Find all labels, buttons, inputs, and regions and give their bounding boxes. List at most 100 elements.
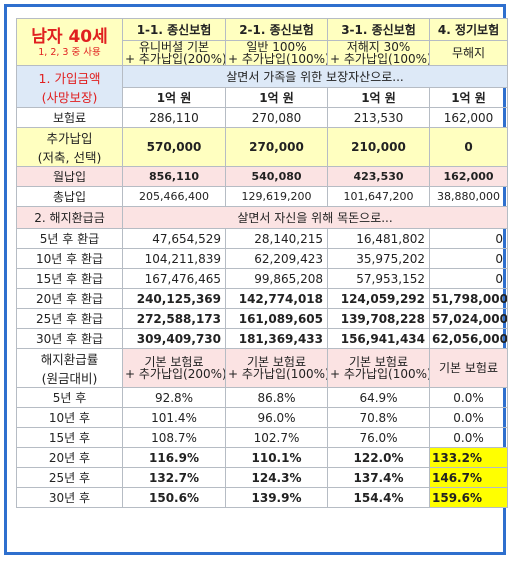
premium-label: 보험료 (16, 107, 123, 128)
refund-value: 0 (429, 228, 508, 249)
ratio-base-line: + 추가납입(200%) (125, 367, 226, 381)
ratio-row-label: 25년 후 (16, 467, 123, 488)
product-desc-line: 저해지 30% (346, 40, 411, 54)
refund-row-label: 30년 후 환급 (16, 328, 123, 349)
product-header-3: 3-1. 종신보험 (327, 18, 430, 41)
ratio-value: 110.1% (225, 447, 328, 468)
ratio-value: 0.0% (429, 407, 508, 428)
additional-value: 270,000 (225, 127, 328, 167)
ratio-value: 86.8% (225, 387, 328, 408)
total-value: 129,619,200 (225, 186, 328, 207)
monthly-value: 540,080 (225, 166, 328, 187)
refund-value: 124,059,292 (327, 288, 430, 309)
ratio-row-label: 5년 후 (16, 387, 123, 408)
refund-row-label: 5년 후 환급 (16, 228, 123, 249)
additional-label-cell: 추가납입 (저축, 선택) (16, 127, 123, 167)
additional-label: 추가납입 (46, 131, 93, 146)
coverage-amount: 1억 원 (327, 87, 430, 108)
premium-value: 213,530 (327, 107, 430, 128)
ratio-base-line: + 추가납입(100%) (228, 367, 328, 381)
ratio-value: 116.9% (122, 447, 226, 468)
ratio-base-line: 기본 보험료 (144, 355, 204, 369)
product-desc-3: 저해지 30% + 추가납입(100%) (327, 40, 430, 66)
refund-value: 99,865,208 (225, 268, 328, 289)
ratio-row-label: 10년 후 (16, 407, 123, 428)
ratio-value-highlight: 146.7% (429, 467, 508, 488)
premium-value: 162,000 (429, 107, 508, 128)
ratio-label-cell: 해지환급률 (원금대비) (16, 348, 123, 388)
coverage-amount: 1억 원 (122, 87, 226, 108)
refund-value: 240,125,369 (122, 288, 226, 309)
ratio-value: 122.0% (327, 447, 430, 468)
ratio-base-1: 기본 보험료 + 추가납입(200%) (122, 348, 226, 388)
coverage-label: 1. 가입금액 (38, 70, 101, 86)
refund-value: 28,140,215 (225, 228, 328, 249)
product-header-2: 2-1. 종신보험 (225, 18, 328, 41)
monthly-label: 월납입 (16, 166, 123, 187)
refund-row-label: 20년 후 환급 (16, 288, 123, 309)
monthly-value: 423,530 (327, 166, 430, 187)
additional-value: 570,000 (122, 127, 226, 167)
ratio-value: 64.9% (327, 387, 430, 408)
refund-value: 104,211,839 (122, 248, 226, 269)
total-value: 205,466,400 (122, 186, 226, 207)
ratio-value: 139.9% (225, 487, 328, 508)
refund-value: 62,209,423 (225, 248, 328, 269)
refund-banner: 살면서 자신을 위해 목돈으로... (122, 206, 508, 229)
ratio-value: 150.6% (122, 487, 226, 508)
ratio-value: 132.7% (122, 467, 226, 488)
ratio-value: 92.8% (122, 387, 226, 408)
refund-value: 16,481,802 (327, 228, 430, 249)
ratio-base-4: 기본 보험료 (429, 348, 508, 388)
refund-value: 142,774,018 (225, 288, 328, 309)
refund-value: 272,588,173 (122, 308, 226, 329)
refund-value: 0 (429, 268, 508, 289)
ratio-value: 76.0% (327, 427, 430, 448)
ratio-value: 124.3% (225, 467, 328, 488)
product-desc-line: 일반 100% (246, 40, 307, 54)
ratio-row-label: 15년 후 (16, 427, 123, 448)
total-value: 101,647,200 (327, 186, 430, 207)
coverage-amount: 1억 원 (429, 87, 508, 108)
page-title: 남자 40세 (31, 26, 108, 47)
refund-value: 35,975,202 (327, 248, 430, 269)
ratio-value: 70.8% (327, 407, 430, 428)
refund-row-label: 25년 후 환급 (16, 308, 123, 329)
refund-value: 156,941,434 (327, 328, 430, 349)
ratio-value-highlight: 133.2% (429, 447, 508, 468)
coverage-banner: 살면서 가족을 위한 보장자산으로... (122, 65, 508, 88)
ratio-base-3: 기본 보험료 + 추가납입(100%) (327, 348, 430, 388)
coverage-amount: 1억 원 (225, 87, 328, 108)
page-subtitle: 1, 2, 3 중 사용 (38, 46, 101, 58)
ratio-row-label: 20년 후 (16, 447, 123, 468)
ratio-value: 101.4% (122, 407, 226, 428)
total-label: 총납입 (16, 186, 123, 207)
additional-value: 0 (429, 127, 508, 167)
additional-label-sub: (저축, 선택) (37, 150, 102, 165)
monthly-value: 162,000 (429, 166, 508, 187)
refund-value: 161,089,605 (225, 308, 328, 329)
ratio-base-line: 기본 보험료 (246, 355, 306, 369)
additional-value: 210,000 (327, 127, 430, 167)
refund-value: 57,024,000 (429, 308, 508, 329)
product-desc-1: 유니버셜 기본 + 추가납입(200%) (122, 40, 226, 66)
total-value: 38,880,000 (429, 186, 508, 207)
ratio-value: 0.0% (429, 427, 508, 448)
premium-value: 270,080 (225, 107, 328, 128)
ratio-label: 해지환급률 (40, 352, 99, 367)
title-cell: 남자 40세 1, 2, 3 중 사용 (16, 18, 123, 66)
refund-value: 167,476,465 (122, 268, 226, 289)
product-desc-2: 일반 100% + 추가납입(100%) (225, 40, 328, 66)
premium-value: 286,110 (122, 107, 226, 128)
coverage-label-sub: (사망보장) (41, 89, 98, 105)
refund-label: 2. 해지환급금 (16, 206, 123, 229)
product-desc-line: 유니버셜 기본 (138, 40, 210, 54)
product-desc-line: + 추가납입(200%) (125, 52, 226, 66)
refund-value: 181,369,433 (225, 328, 328, 349)
ratio-label-sub: (원금대비) (41, 371, 98, 386)
refund-value: 62,056,000 (429, 328, 508, 349)
ratio-value: 102.7% (225, 427, 328, 448)
ratio-value: 96.0% (225, 407, 328, 428)
ratio-row-label: 30년 후 (16, 487, 123, 508)
coverage-label-cell: 1. 가입금액 (사망보장) (16, 65, 123, 108)
